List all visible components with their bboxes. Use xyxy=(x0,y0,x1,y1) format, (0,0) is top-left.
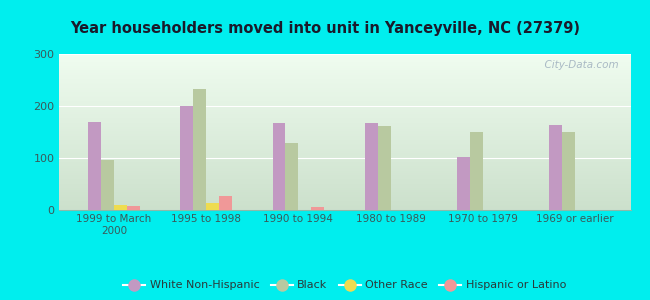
Bar xyxy=(114,205,127,210)
Bar xyxy=(272,123,285,210)
Bar xyxy=(127,206,140,210)
Bar xyxy=(457,157,470,210)
Bar xyxy=(549,125,562,210)
Text: Year householders moved into unit in Yanceyville, NC (27379): Year householders moved into unit in Yan… xyxy=(70,21,580,36)
Bar xyxy=(285,143,298,210)
Bar xyxy=(206,203,219,210)
Bar xyxy=(378,126,391,210)
Bar xyxy=(219,196,232,210)
Bar xyxy=(311,207,324,210)
Bar xyxy=(101,160,114,210)
Bar xyxy=(470,132,483,210)
Text: City-Data.com: City-Data.com xyxy=(538,60,619,70)
Legend: White Non-Hispanic, Black, Other Race, Hispanic or Latino: White Non-Hispanic, Black, Other Race, H… xyxy=(118,276,571,295)
Bar xyxy=(88,122,101,210)
Bar xyxy=(180,106,193,210)
Bar xyxy=(365,123,378,210)
Bar xyxy=(562,132,575,210)
Bar xyxy=(193,89,206,210)
